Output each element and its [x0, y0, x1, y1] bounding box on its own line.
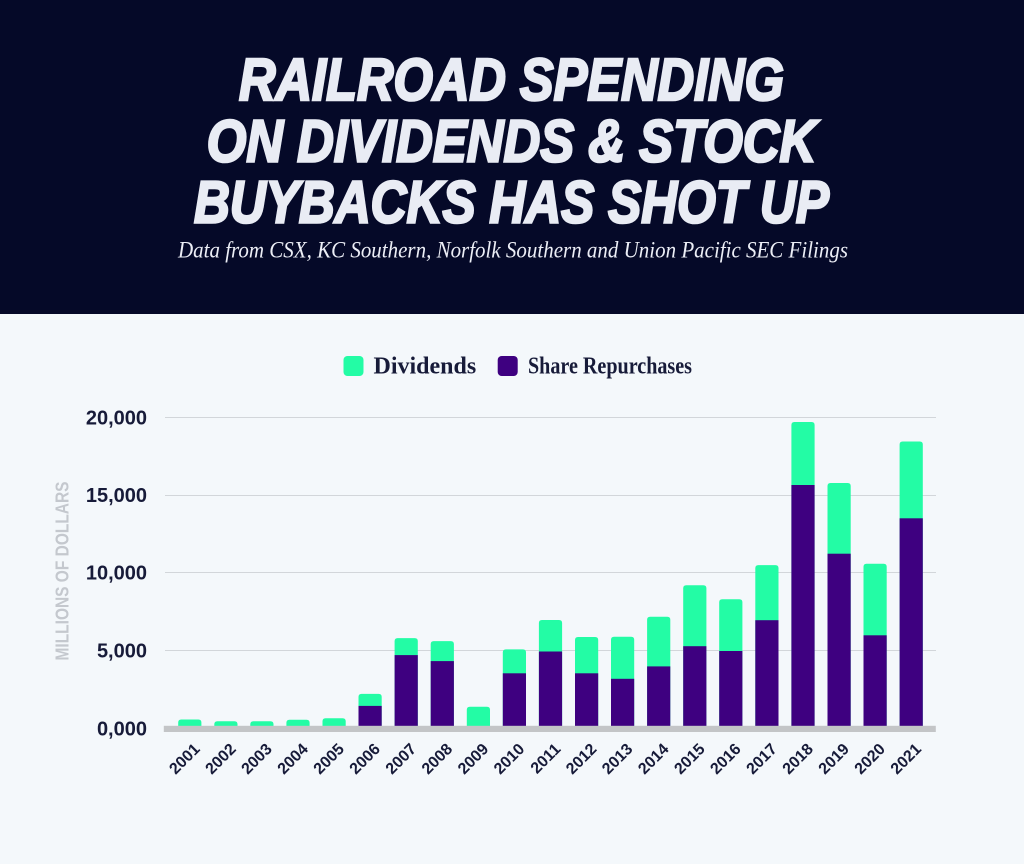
svg-text:2004: 2004: [275, 741, 312, 778]
svg-text:2013: 2013: [599, 741, 636, 778]
svg-text:15,000: 15,000: [86, 485, 147, 507]
svg-text:2010: 2010: [491, 741, 528, 778]
svg-text:2016: 2016: [707, 741, 744, 778]
svg-text:2014: 2014: [635, 741, 672, 778]
svg-text:2009: 2009: [455, 741, 492, 778]
svg-text:Data from CSX, KC Southern, No: Data from CSX, KC Southern, Norfolk Sout…: [177, 238, 848, 263]
svg-text:Dividends: Dividends: [374, 354, 477, 380]
svg-text:2008: 2008: [419, 741, 456, 778]
svg-text:2003: 2003: [239, 741, 276, 778]
svg-text:10,000: 10,000: [86, 563, 147, 585]
svg-text:2020: 2020: [852, 741, 889, 778]
svg-text:2019: 2019: [816, 741, 853, 778]
svg-text:2021: 2021: [888, 741, 925, 778]
svg-text:2005: 2005: [311, 741, 348, 778]
svg-text:2002: 2002: [203, 741, 240, 778]
svg-text:2017: 2017: [744, 741, 781, 778]
svg-text:2012: 2012: [563, 741, 600, 778]
svg-text:2001: 2001: [166, 741, 203, 778]
svg-text:2011: 2011: [528, 741, 565, 778]
svg-text:2015: 2015: [671, 741, 708, 778]
svg-text:MILLIONS OF DOLLARS: MILLIONS OF DOLLARS: [53, 482, 73, 661]
svg-text:5,000: 5,000: [97, 640, 147, 662]
svg-text:Share Repurchases: Share Repurchases: [528, 354, 692, 380]
svg-text:2018: 2018: [780, 741, 817, 778]
svg-text:BUYBACKS HAS SHOT UP: BUYBACKS HAS SHOT UP: [194, 169, 830, 235]
svg-text:20,000: 20,000: [86, 407, 147, 429]
svg-text:RAILROAD SPENDING: RAILROAD SPENDING: [239, 47, 784, 113]
svg-text:ON DIVIDENDS & STOCK: ON DIVIDENDS & STOCK: [207, 109, 820, 175]
svg-text:2006: 2006: [347, 741, 384, 778]
svg-text:0,000: 0,000: [97, 718, 147, 740]
svg-text:2007: 2007: [383, 741, 420, 778]
